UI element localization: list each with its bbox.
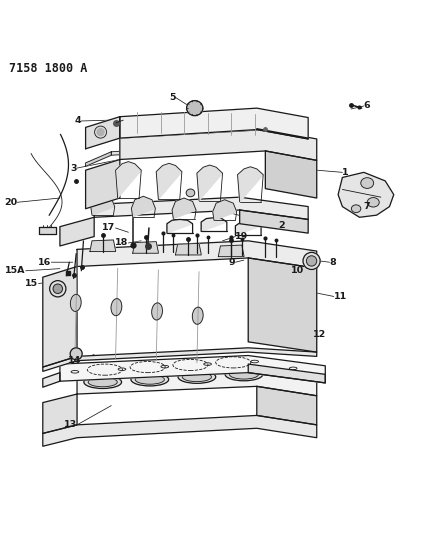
- Polygon shape: [248, 258, 317, 352]
- Text: 16: 16: [38, 258, 51, 266]
- Text: 15A: 15A: [5, 266, 26, 275]
- Polygon shape: [257, 386, 317, 425]
- Polygon shape: [94, 197, 308, 220]
- Text: 7: 7: [364, 202, 370, 211]
- Ellipse shape: [53, 284, 62, 294]
- Polygon shape: [86, 159, 120, 209]
- Text: 17: 17: [102, 223, 116, 232]
- Text: 5: 5: [169, 93, 175, 102]
- Polygon shape: [86, 117, 120, 149]
- Polygon shape: [90, 240, 116, 252]
- Polygon shape: [175, 244, 201, 255]
- Polygon shape: [43, 266, 77, 367]
- Text: 13: 13: [64, 421, 77, 430]
- Ellipse shape: [178, 370, 216, 383]
- Ellipse shape: [97, 128, 104, 135]
- Polygon shape: [240, 210, 308, 233]
- Text: 7158 1800 A: 7158 1800 A: [9, 62, 87, 75]
- Polygon shape: [43, 415, 317, 446]
- Polygon shape: [77, 369, 317, 396]
- Polygon shape: [213, 200, 237, 220]
- Polygon shape: [43, 373, 60, 387]
- Ellipse shape: [131, 373, 169, 386]
- Polygon shape: [218, 245, 244, 257]
- Ellipse shape: [306, 256, 317, 266]
- Polygon shape: [60, 356, 325, 383]
- Polygon shape: [131, 196, 155, 217]
- Polygon shape: [91, 195, 115, 215]
- Polygon shape: [238, 167, 263, 202]
- Polygon shape: [265, 151, 317, 198]
- Ellipse shape: [152, 303, 163, 320]
- Polygon shape: [111, 143, 308, 156]
- Text: 1: 1: [342, 168, 349, 177]
- Ellipse shape: [225, 368, 263, 381]
- Ellipse shape: [50, 280, 66, 297]
- Polygon shape: [39, 227, 56, 235]
- Text: 19: 19: [235, 232, 249, 241]
- Text: 14: 14: [68, 356, 81, 365]
- Text: 12: 12: [312, 330, 326, 340]
- Polygon shape: [167, 220, 193, 233]
- Polygon shape: [201, 217, 227, 231]
- Polygon shape: [172, 198, 196, 219]
- Polygon shape: [156, 163, 182, 199]
- Polygon shape: [248, 364, 325, 383]
- Polygon shape: [197, 165, 223, 200]
- Ellipse shape: [70, 294, 81, 311]
- Text: 11: 11: [334, 292, 347, 301]
- Text: 20: 20: [4, 198, 17, 207]
- Text: 6: 6: [364, 101, 370, 110]
- Text: 15: 15: [25, 279, 39, 288]
- Ellipse shape: [135, 375, 164, 384]
- Polygon shape: [338, 172, 394, 217]
- Ellipse shape: [351, 205, 361, 213]
- Ellipse shape: [303, 253, 320, 270]
- Ellipse shape: [84, 376, 122, 389]
- Ellipse shape: [95, 126, 107, 138]
- Polygon shape: [60, 217, 94, 246]
- Polygon shape: [77, 241, 317, 268]
- Ellipse shape: [88, 377, 117, 387]
- Polygon shape: [120, 108, 308, 139]
- Ellipse shape: [367, 198, 379, 207]
- Polygon shape: [120, 130, 317, 160]
- Polygon shape: [116, 161, 141, 198]
- Text: 10: 10: [291, 266, 304, 275]
- Ellipse shape: [187, 101, 203, 116]
- Ellipse shape: [186, 189, 195, 197]
- Text: 8: 8: [330, 258, 336, 266]
- Ellipse shape: [192, 307, 203, 324]
- Polygon shape: [235, 222, 261, 235]
- Polygon shape: [133, 241, 158, 253]
- Polygon shape: [43, 394, 77, 433]
- Ellipse shape: [111, 298, 122, 316]
- Text: 4: 4: [75, 117, 81, 125]
- Ellipse shape: [229, 370, 259, 379]
- Text: 2: 2: [278, 221, 285, 230]
- Text: 18: 18: [115, 238, 128, 247]
- Ellipse shape: [361, 177, 374, 188]
- Text: 3: 3: [71, 164, 77, 173]
- Polygon shape: [43, 348, 317, 372]
- Ellipse shape: [182, 372, 211, 382]
- Polygon shape: [257, 128, 308, 139]
- Text: 9: 9: [229, 258, 235, 266]
- Polygon shape: [86, 152, 111, 166]
- Ellipse shape: [70, 348, 82, 360]
